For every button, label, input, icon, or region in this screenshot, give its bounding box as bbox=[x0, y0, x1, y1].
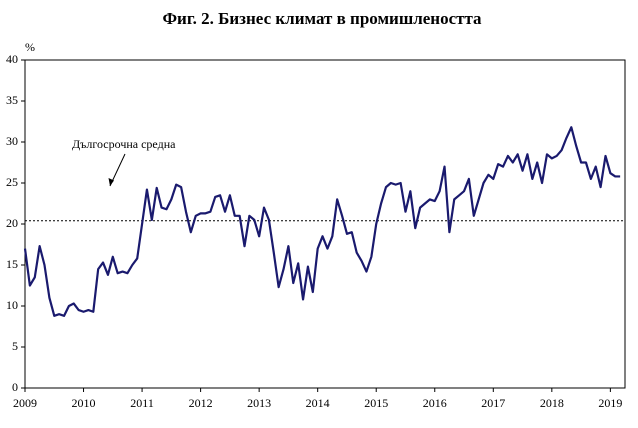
x-tick-label: 2017 bbox=[481, 396, 505, 410]
y-tick-label: 5 bbox=[12, 339, 18, 353]
y-tick-label: 15 bbox=[6, 257, 18, 271]
y-tick-label: 25 bbox=[6, 175, 18, 189]
x-tick-label: 2018 bbox=[540, 396, 564, 410]
x-tick-label: 2012 bbox=[189, 396, 213, 410]
x-tick-label: 2016 bbox=[423, 396, 447, 410]
y-tick-label: 35 bbox=[6, 93, 18, 107]
plot-frame bbox=[24, 59, 626, 389]
x-tick-label: 2015 bbox=[364, 396, 388, 410]
y-tick-label: 30 bbox=[6, 134, 18, 148]
x-tick-label: 2011 bbox=[130, 396, 154, 410]
x-tick-label: 2010 bbox=[72, 396, 96, 410]
chart-title: Фиг. 2. Бизнес климат в промишлеността bbox=[162, 9, 482, 28]
x-tick-label: 2014 bbox=[306, 396, 330, 410]
x-tick-label: 2019 bbox=[598, 396, 622, 410]
x-tick-label: 2013 bbox=[247, 396, 271, 410]
y-tick-label: 20 bbox=[6, 216, 18, 230]
x-tick-label: 2009 bbox=[13, 396, 37, 410]
y-axis-label: % bbox=[25, 40, 35, 54]
y-tick-label: 10 bbox=[6, 298, 18, 312]
annotation: Дългосрочна средна bbox=[72, 137, 176, 151]
arrow-head bbox=[108, 178, 114, 186]
y-tick-label: 40 bbox=[6, 52, 18, 66]
y-tick-label: 0 bbox=[12, 380, 18, 394]
data-line bbox=[23, 126, 621, 317]
